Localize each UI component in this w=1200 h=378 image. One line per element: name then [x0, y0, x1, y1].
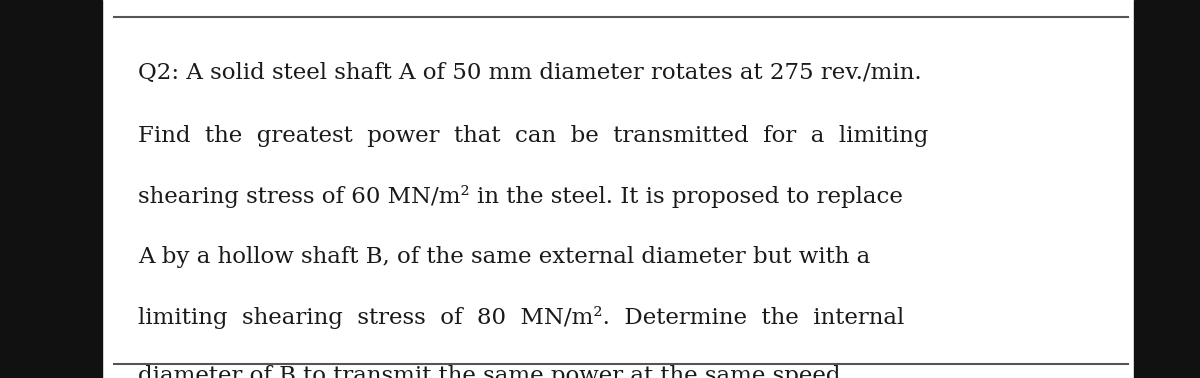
- Text: diameter of B to transmit the same power at the same speed.: diameter of B to transmit the same power…: [138, 365, 847, 378]
- Text: Find  the  greatest  power  that  can  be  transmitted  for  a  limiting: Find the greatest power that can be tran…: [138, 125, 929, 147]
- Text: limiting  shearing  stress  of  80  MN/m².  Determine  the  internal: limiting shearing stress of 80 MN/m². De…: [138, 306, 905, 329]
- Text: A by a hollow shaft B, of the same external diameter but with a: A by a hollow shaft B, of the same exter…: [138, 246, 870, 268]
- Bar: [0, 0, 102, 378]
- Bar: [1134, 0, 1200, 378]
- Text: shearing stress of 60 MN/m² in the steel. It is proposed to replace: shearing stress of 60 MN/m² in the steel…: [138, 185, 902, 208]
- Text: Q2: A solid steel shaft A of 50 mm diameter rotates at 275 rev./min.: Q2: A solid steel shaft A of 50 mm diame…: [138, 62, 922, 84]
